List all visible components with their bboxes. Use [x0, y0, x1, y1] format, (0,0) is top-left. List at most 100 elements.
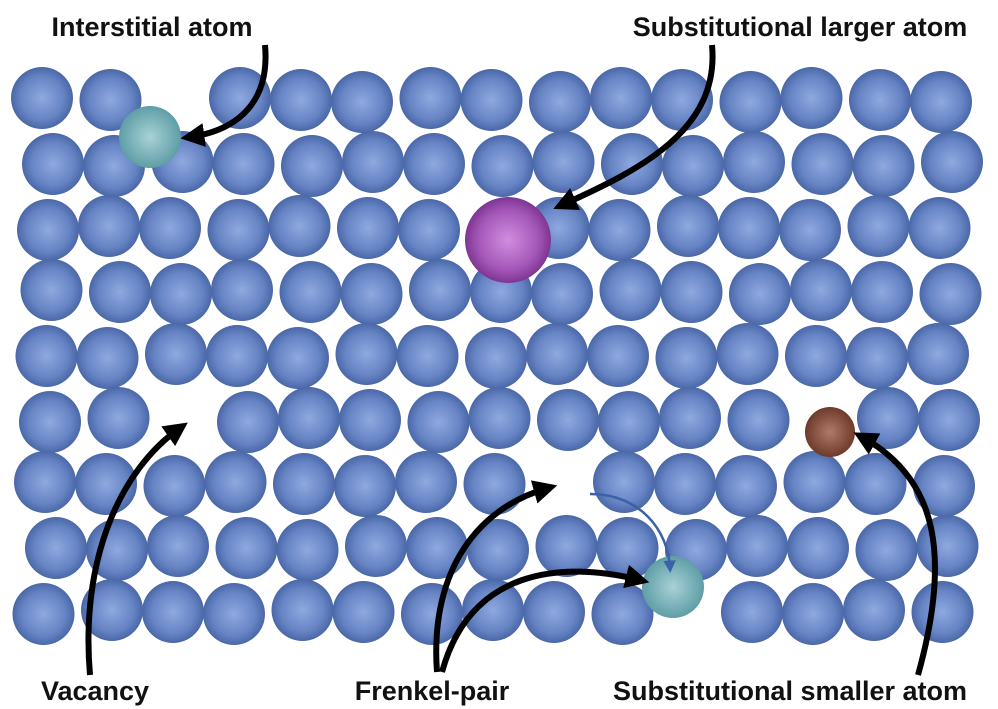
atom: [526, 323, 588, 385]
atom: [281, 135, 343, 197]
atom: [14, 451, 76, 513]
atom: [213, 133, 275, 195]
atom: [536, 515, 598, 577]
atom: [345, 515, 407, 577]
atom: [203, 583, 265, 645]
atom: [19, 391, 81, 453]
atom: [205, 451, 267, 513]
atom: [267, 327, 329, 389]
atom: [395, 451, 457, 513]
atom: [849, 69, 911, 131]
atom: [656, 327, 718, 389]
atom: [781, 67, 843, 129]
atom: [853, 135, 915, 197]
atom: [792, 133, 854, 195]
label: Interstitial atom: [51, 12, 252, 42]
atom: [718, 197, 780, 259]
atom: [21, 259, 83, 321]
atom: [720, 71, 782, 133]
atom: [659, 387, 721, 449]
atom: [785, 325, 847, 387]
atom: [150, 263, 212, 325]
atom: [912, 581, 974, 643]
atom: [784, 451, 846, 513]
interstitial-atom: [119, 106, 181, 168]
atom: [408, 391, 470, 453]
atom: [593, 451, 655, 513]
atom: [142, 581, 204, 643]
atom: [529, 71, 591, 133]
atom: [715, 455, 777, 517]
atom: [587, 325, 649, 387]
atom: [270, 69, 332, 131]
atom: [339, 389, 401, 451]
atom: [336, 323, 398, 385]
atom: [918, 389, 980, 451]
label: Vacancy: [41, 676, 149, 706]
atom: [533, 131, 595, 193]
atom: [400, 67, 462, 129]
atom: [537, 389, 599, 451]
atom: [341, 263, 403, 325]
atom: [25, 517, 87, 579]
atom: [208, 199, 270, 261]
atom: [216, 517, 278, 579]
atom: [13, 583, 75, 645]
crystal-defects-diagram: Interstitial atom Substitutional larger …: [0, 0, 998, 709]
atom: [144, 455, 206, 517]
atom: [598, 391, 660, 453]
atom: [661, 261, 723, 323]
atom: [206, 325, 268, 387]
atom: [531, 263, 593, 325]
atom: [16, 325, 78, 387]
atom: [909, 197, 971, 259]
atom: [787, 517, 849, 579]
label: Substitutional smaller atom: [613, 676, 967, 706]
atom: [269, 195, 331, 257]
atom: [654, 453, 716, 515]
atom: [600, 259, 662, 321]
atom: [469, 387, 531, 449]
atom: [331, 71, 393, 133]
atom: [782, 583, 844, 645]
frenkel-interstitial: [642, 556, 704, 618]
atom: [461, 69, 523, 131]
atom: [464, 453, 526, 515]
larger-atom: [465, 197, 551, 283]
smaller-atom: [805, 407, 855, 457]
atom: [398, 199, 460, 261]
atom: [729, 263, 791, 325]
atom: [88, 387, 150, 449]
atom: [843, 579, 905, 641]
atom: [472, 135, 534, 197]
atom: [406, 517, 468, 579]
atom: [342, 131, 404, 193]
atom: [779, 199, 841, 261]
atom: [278, 387, 340, 449]
atom: [139, 197, 201, 259]
atom: [78, 195, 140, 257]
atom: [728, 389, 790, 451]
atom: [333, 581, 395, 643]
atom: [846, 327, 908, 389]
atom: [917, 515, 979, 577]
atom: [145, 323, 207, 385]
atom: [589, 199, 651, 261]
atom: [465, 327, 527, 389]
atom: [921, 131, 983, 193]
atom: [217, 391, 279, 453]
atom: [337, 197, 399, 259]
atom: [147, 515, 209, 577]
atom: [657, 195, 719, 257]
atom: [910, 71, 972, 133]
atom: [22, 133, 84, 195]
atom: [334, 455, 396, 517]
atom: [726, 515, 788, 577]
label: Frenkel-pair: [355, 676, 510, 706]
atom: [403, 133, 465, 195]
atom: [89, 261, 151, 323]
atom: [409, 259, 471, 321]
atom: [11, 67, 73, 129]
atom: [721, 581, 783, 643]
atom: [397, 325, 459, 387]
